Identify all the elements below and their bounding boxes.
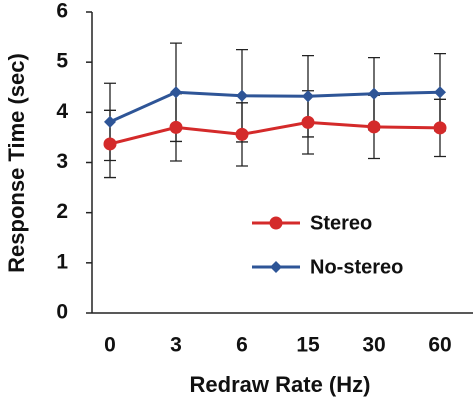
legend-label: No-stereo [310, 256, 403, 278]
diamond-marker [104, 115, 116, 128]
circle-marker [301, 115, 315, 129]
x-tick-label: 30 [362, 334, 385, 357]
y-axis-title: Response Time (sec) [4, 53, 29, 273]
circle-marker [103, 137, 117, 151]
diamond-marker [434, 86, 446, 99]
y-tick-label: 4 [56, 100, 68, 123]
x-axis-title: Redraw Rate (Hz) [190, 372, 371, 397]
legend-label: Stereo [310, 212, 372, 234]
diamond-marker [368, 87, 380, 100]
circle-marker [367, 120, 381, 134]
x-tick-label: 6 [236, 334, 248, 357]
circle-marker [235, 127, 249, 141]
diamond-marker [170, 86, 182, 99]
y-tick-label: 2 [56, 200, 68, 223]
series-line [109, 90, 441, 124]
legend-marker [270, 261, 282, 273]
circle-marker [433, 121, 447, 135]
x-tick-label: 0 [104, 334, 116, 357]
series-line [109, 120, 441, 146]
y-tick-label: 5 [56, 50, 68, 73]
y-tick-label: 1 [56, 250, 68, 273]
y-tick-label: 3 [56, 150, 68, 173]
diamond-marker [236, 89, 248, 102]
circle-marker [169, 120, 183, 134]
legend-marker [269, 216, 283, 230]
y-tick-label: 0 [56, 301, 68, 324]
diamond-marker [302, 90, 314, 103]
y-tick-label: 6 [56, 0, 68, 23]
x-tick-label: 60 [428, 334, 451, 357]
x-tick-label: 15 [296, 334, 320, 357]
x-tick-label: 3 [170, 334, 182, 357]
